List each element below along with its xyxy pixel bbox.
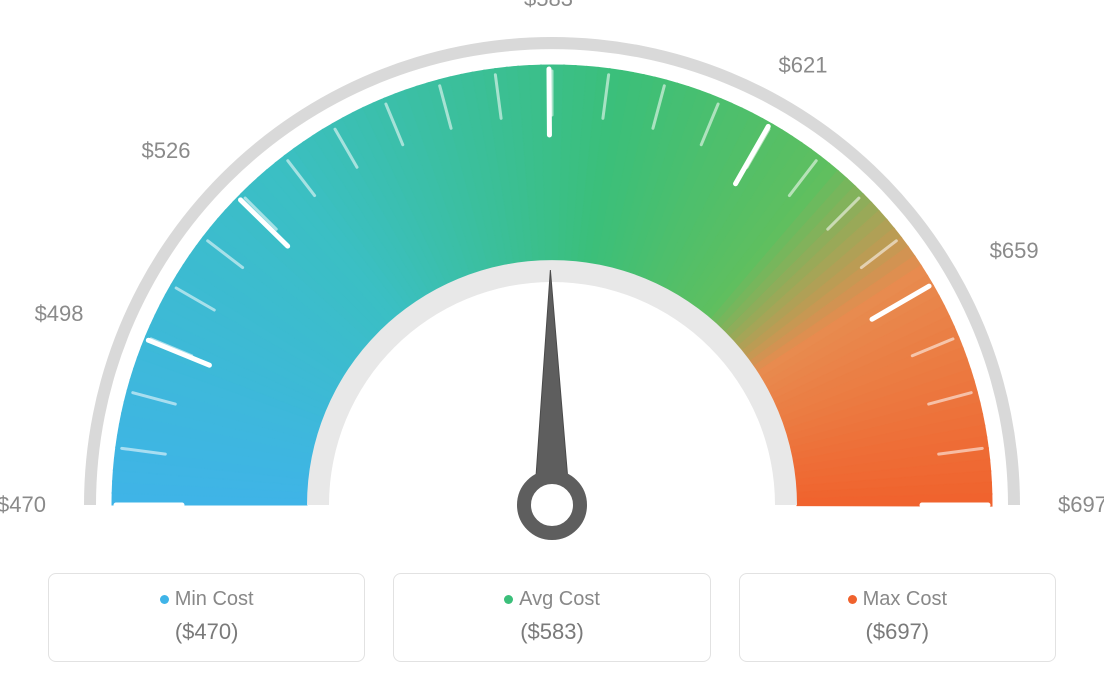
legend-dot-max: [848, 595, 857, 604]
svg-text:$470: $470: [0, 492, 46, 517]
legend-label-min-text: Min Cost: [175, 588, 254, 610]
svg-text:$526: $526: [142, 138, 191, 163]
svg-text:$659: $659: [990, 238, 1039, 263]
svg-text:$498: $498: [35, 301, 84, 326]
legend-value-min: ($470): [59, 619, 354, 645]
legend-row: Min Cost ($470) Avg Cost ($583) Max Cost…: [0, 555, 1104, 662]
legend-dot-avg: [504, 595, 513, 604]
gauge-chart: $470 $498 $526 $583 $621 $659 $697: [0, 0, 1104, 555]
legend-label-max: Max Cost: [750, 588, 1045, 611]
legend-value-avg: ($583): [404, 619, 699, 645]
gauge-svg: $470 $498 $526 $583 $621 $659 $697: [0, 0, 1104, 555]
legend-card-min: Min Cost ($470): [48, 573, 365, 662]
svg-text:$697: $697: [1058, 492, 1104, 517]
legend-dot-min: [160, 595, 169, 604]
legend-card-avg: Avg Cost ($583): [393, 573, 710, 662]
legend-label-max-text: Max Cost: [863, 588, 947, 610]
legend-label-avg-text: Avg Cost: [519, 588, 600, 610]
legend-label-avg: Avg Cost: [404, 588, 699, 611]
legend-card-max: Max Cost ($697): [739, 573, 1056, 662]
legend-value-max: ($697): [750, 619, 1045, 645]
legend-label-min: Min Cost: [59, 588, 354, 611]
svg-text:$583: $583: [524, 0, 573, 11]
svg-text:$621: $621: [778, 53, 827, 78]
